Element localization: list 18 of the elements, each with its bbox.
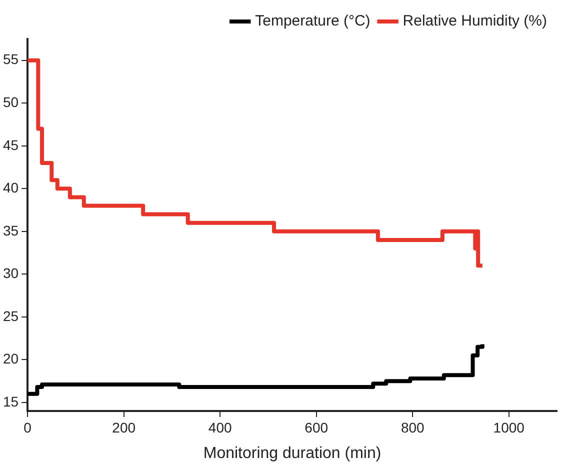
x-axis-title: Monitoring duration (min)	[203, 444, 382, 462]
y-tick-label: 20	[2, 350, 19, 367]
x-tick-label: 1000	[493, 419, 525, 436]
x-tick-label: 0	[24, 419, 32, 436]
y-tick-label: 35	[2, 222, 19, 238]
y-tick-label: 30	[2, 265, 19, 282]
legend-label: Relative Humidity (%)	[402, 12, 548, 30]
y-tick-label: 55	[2, 51, 19, 68]
y-tick-label: 45	[2, 136, 19, 153]
y-tick-label: 15	[2, 393, 19, 410]
x-tick-label: 400	[208, 419, 232, 436]
y-tick-label: 25	[2, 308, 19, 324]
x-tick-label: 600	[304, 419, 328, 436]
y-tick-label: 40	[2, 180, 19, 196]
x-tick-label: 800	[400, 419, 425, 436]
legend-label: Temperature (°C)	[255, 12, 370, 30]
y-tick-label: 50	[2, 94, 19, 110]
x-tick-label: 200	[112, 419, 136, 436]
